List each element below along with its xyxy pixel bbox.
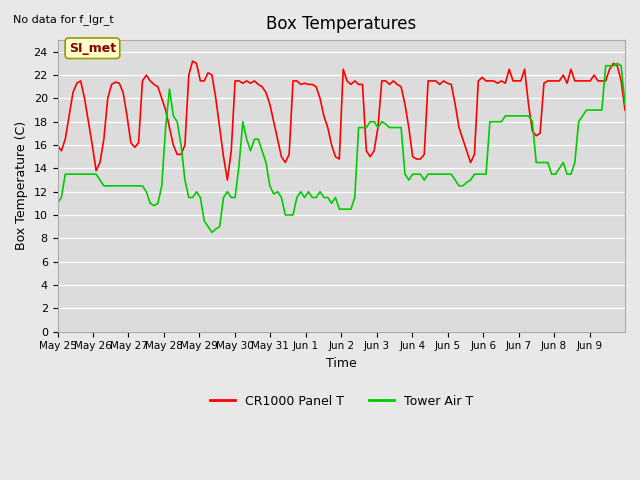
X-axis label: Time: Time [326, 357, 356, 370]
Text: SI_met: SI_met [69, 42, 116, 55]
Legend: CR1000 Panel T, Tower Air T: CR1000 Panel T, Tower Air T [205, 390, 478, 413]
Y-axis label: Box Temperature (C): Box Temperature (C) [15, 121, 28, 251]
Title: Box Temperatures: Box Temperatures [266, 15, 417, 33]
Text: No data for f_lgr_t: No data for f_lgr_t [13, 14, 113, 25]
